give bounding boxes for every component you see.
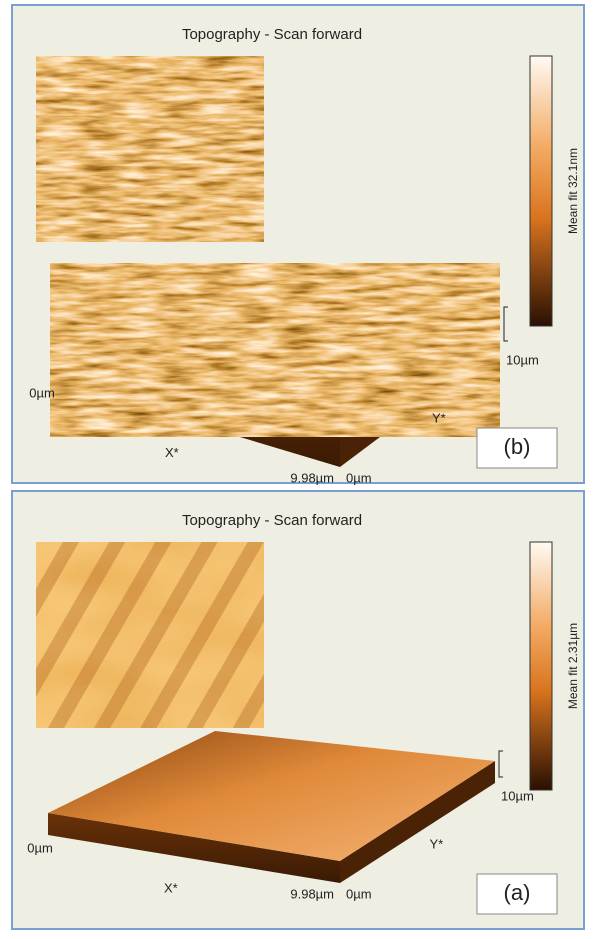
y-axis-label: Y* — [432, 410, 446, 425]
panel-label: (b) — [504, 434, 531, 459]
panel-label-box — [476, 427, 558, 469]
x-end-label: 9.98µm — [290, 470, 334, 485]
panel-title: Topography - Scan forward — [182, 512, 362, 529]
x-start-label: 0µm — [27, 840, 53, 855]
surface-front-side — [48, 813, 340, 883]
panel-label-box — [476, 873, 558, 915]
surface-top — [48, 731, 495, 861]
surface-right-side — [340, 317, 500, 467]
topography-image — [35, 55, 265, 243]
x-end-label: 9.98µm — [290, 886, 334, 901]
y-end-label: 10µm — [506, 352, 539, 367]
panel-label: (a) — [504, 880, 531, 905]
x-start-label: 0µm — [29, 385, 55, 400]
x-axis-label: X* — [165, 445, 179, 460]
colorbar-label: Mean fit 2.31µm — [566, 623, 580, 709]
y-axis-label: Y* — [430, 836, 444, 851]
panel-title: Topography - Scan forward — [182, 26, 362, 43]
panel: Topography - Scan forward Mean fit 2.31µm… — [11, 490, 585, 930]
image-stripes — [36, 542, 264, 728]
z-bracket — [503, 306, 508, 342]
x-axis-label: X* — [164, 880, 178, 895]
panel: Topography - Scan forward Mean fit 32.1nm… — [11, 4, 585, 485]
surface-top — [50, 263, 500, 437]
y-end-label: 10µm — [501, 788, 534, 803]
y-start-label: 0µm — [346, 886, 372, 901]
colorbar — [529, 541, 553, 791]
surface-front-side — [50, 350, 340, 467]
colorbar-label: Mean fit 32.1nm — [566, 148, 580, 234]
z-bracket — [498, 750, 503, 778]
y-start-label: 0µm — [346, 470, 372, 485]
colorbar — [529, 55, 553, 327]
surface-right-side — [340, 761, 495, 883]
